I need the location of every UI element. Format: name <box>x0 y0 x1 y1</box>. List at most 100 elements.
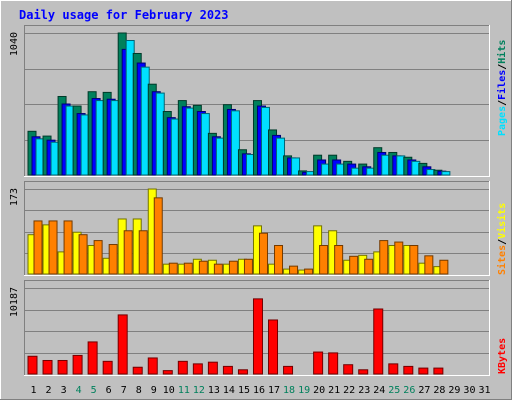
bar-kbytes-day-1 <box>27 355 38 375</box>
bar-sites-day-25 <box>394 241 404 275</box>
bar-sites-day-3 <box>63 220 73 275</box>
legend-kbytes: KBytes <box>497 338 508 374</box>
x-tick-label: 4 <box>76 385 82 396</box>
bar-kbytes-day-13 <box>207 361 218 375</box>
bar-sites-day-22 <box>349 255 359 275</box>
bar-kbytes-day-2 <box>42 359 53 375</box>
x-tick-label: 20 <box>313 385 325 396</box>
bar-kbytes-day-27 <box>418 367 429 375</box>
x-tick-label: 30 <box>463 385 475 396</box>
x-tick-label: 21 <box>328 385 340 396</box>
x-tick-label: 15 <box>238 385 250 396</box>
x-tick-label: 17 <box>268 385 280 396</box>
y-max-label: 173 <box>9 188 20 206</box>
legend-hits: Hits <box>496 40 508 64</box>
bar-sites-day-10 <box>168 262 178 275</box>
bar-kbytes-day-17 <box>268 319 279 375</box>
x-tick-label: 23 <box>358 385 370 396</box>
y-max-label: 10187 <box>9 287 20 317</box>
bar-kbytes-day-9 <box>147 357 158 375</box>
bar-sites-day-26 <box>409 245 419 275</box>
bar-sites-day-23 <box>364 258 374 275</box>
bar-kbytes-day-23 <box>358 369 369 375</box>
bar-kbytes-day-6 <box>102 360 113 375</box>
bar-sites-day-28 <box>439 259 449 275</box>
bar-sites-day-2 <box>48 220 58 275</box>
series-legend: KBytes <box>497 338 508 374</box>
x-tick-label: 29 <box>448 385 460 396</box>
bar-sites-day-16 <box>258 232 268 275</box>
bar-sites-day-21 <box>334 245 344 275</box>
bar-sites-day-20 <box>319 245 329 275</box>
bar-kbytes-day-28 <box>433 367 444 375</box>
bar-pages-day-14 <box>230 110 240 176</box>
x-tick-label: 1 <box>31 385 37 396</box>
x-axis-day-labels: 1 2 3 4 5 6 7 8 9 10 11 12 13 14 15 16 17 18 19 20 21 22 23 24 2… <box>31 385 491 396</box>
bar-kbytes-day-3 <box>57 359 68 375</box>
x-tick-label: 14 <box>223 385 235 396</box>
bar-sites-day-4 <box>78 234 88 275</box>
bar-sites-day-19 <box>304 268 314 275</box>
legend-files: Files <box>496 70 508 100</box>
bar-kbytes-day-10 <box>162 370 173 375</box>
bar-sites-day-27 <box>424 255 434 275</box>
x-tick-label: 6 <box>106 385 112 396</box>
x-tick-label: 27 <box>418 385 430 396</box>
bar-kbytes-day-20 <box>313 351 324 375</box>
bar-sites-day-15 <box>243 258 253 275</box>
y-max-label: 1040 <box>9 32 20 56</box>
x-tick-label: 10 <box>163 385 175 396</box>
bar-kbytes-day-11 <box>177 360 188 375</box>
bar-kbytes-day-18 <box>283 365 294 375</box>
bar-kbytes-day-5 <box>87 341 98 375</box>
x-tick-label: 9 <box>151 385 157 396</box>
bar-kbytes-day-25 <box>388 363 399 375</box>
bar-sites-day-8 <box>138 230 148 275</box>
bar-kbytes-day-16 <box>252 298 263 375</box>
bar-kbytes-day-26 <box>403 365 414 375</box>
bar-sites-day-13 <box>213 263 223 275</box>
x-tick-label: 24 <box>373 385 385 396</box>
legend-visits: Visits <box>496 203 508 239</box>
series-legend: Sites/Visits <box>496 203 508 275</box>
panel-visits-sites: 173 <box>9 181 490 276</box>
bar-sites-day-6 <box>108 244 118 275</box>
bar-pages-day-18 <box>291 157 301 176</box>
x-tick-label: 16 <box>253 385 265 396</box>
bar-kbytes-day-4 <box>72 354 83 375</box>
chart-title: Daily usage for February 2023 <box>19 8 229 22</box>
bar-sites-day-5 <box>93 240 103 275</box>
bar-kbytes-day-15 <box>237 369 248 375</box>
x-tick-label: 11 <box>178 385 190 396</box>
bar-kbytes-day-24 <box>373 308 384 375</box>
bar-kbytes-day-12 <box>192 363 203 375</box>
x-tick-label: 19 <box>298 385 310 396</box>
x-tick-label: 28 <box>433 385 445 396</box>
bar-sites-day-1 <box>33 220 43 275</box>
series-legend: Pages/Files/Hits <box>496 40 508 136</box>
x-tick-label: 22 <box>343 385 355 396</box>
x-tick-label: 26 <box>403 385 415 396</box>
bar-sites-day-11 <box>183 262 193 275</box>
bar-sites-day-24 <box>379 240 389 275</box>
x-tick-label: 13 <box>208 385 220 396</box>
x-tick-label: 7 <box>121 385 127 396</box>
bar-kbytes-day-8 <box>132 366 143 375</box>
bar-kbytes-day-7 <box>117 314 128 375</box>
bar-kbytes-day-21 <box>328 352 339 375</box>
bar-pages-day-28 <box>441 171 451 176</box>
bar-sites-day-17 <box>274 245 284 275</box>
x-tick-label: 3 <box>61 385 67 396</box>
legend-sites: Sites <box>496 245 508 275</box>
legend-separator: / <box>497 100 508 106</box>
bar-kbytes-day-14 <box>222 365 233 375</box>
legend-separator: / <box>497 239 508 245</box>
bar-sites-day-12 <box>198 260 208 275</box>
x-tick-label: 18 <box>283 385 295 396</box>
x-tick-label: 31 <box>478 385 490 396</box>
panel-hits-files-pages: 1040 <box>9 25 490 177</box>
legend-separator: / <box>497 64 508 70</box>
bar-sites-day-7 <box>123 230 133 275</box>
